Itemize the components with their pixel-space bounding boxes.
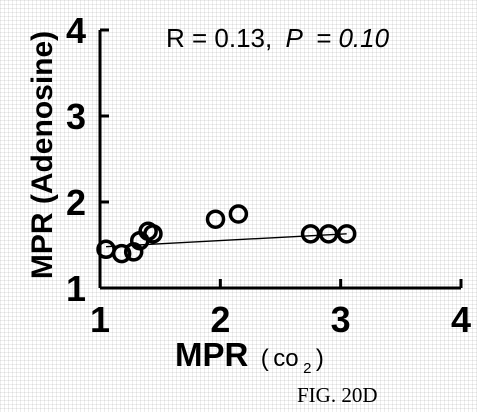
annotation-text: R = 0.13, P = 0.10 [166, 23, 390, 53]
y-tick-label: 1 [66, 268, 86, 309]
tick-labels: 1 2 3 4 1 2 3 4 [66, 10, 471, 340]
y-axis-title: MPR (Adenosine) [26, 31, 59, 279]
annotation-r: R = 0.13, [166, 23, 272, 53]
x-tick-label: 3 [331, 299, 351, 340]
x-axis-title: MPR ( co 2 ) [175, 336, 324, 377]
annotation-p-symbol: P [285, 23, 303, 53]
x-tick-label: 1 [90, 299, 110, 340]
x-axis-title-subscript: 2 [303, 360, 311, 377]
data-point [230, 206, 246, 222]
x-axis-title-open-paren: ( [261, 345, 269, 372]
plot-area [98, 206, 355, 262]
x-axis-title-main: MPR [175, 336, 249, 373]
x-tick-label: 4 [451, 299, 471, 340]
y-tick-label: 4 [66, 10, 86, 51]
data-point [208, 211, 224, 227]
figure-caption: FIG. 20D [297, 383, 378, 407]
axes [100, 30, 461, 288]
y-tick-label: 2 [66, 182, 86, 223]
x-axis-title-unit: co [273, 345, 298, 372]
x-axis-title-close-paren: ) [316, 345, 324, 372]
y-tick-label: 3 [66, 96, 86, 137]
annotation-p-value: = 0.10 [316, 23, 390, 53]
data-point [303, 226, 319, 242]
x-tick-label: 2 [210, 299, 230, 340]
